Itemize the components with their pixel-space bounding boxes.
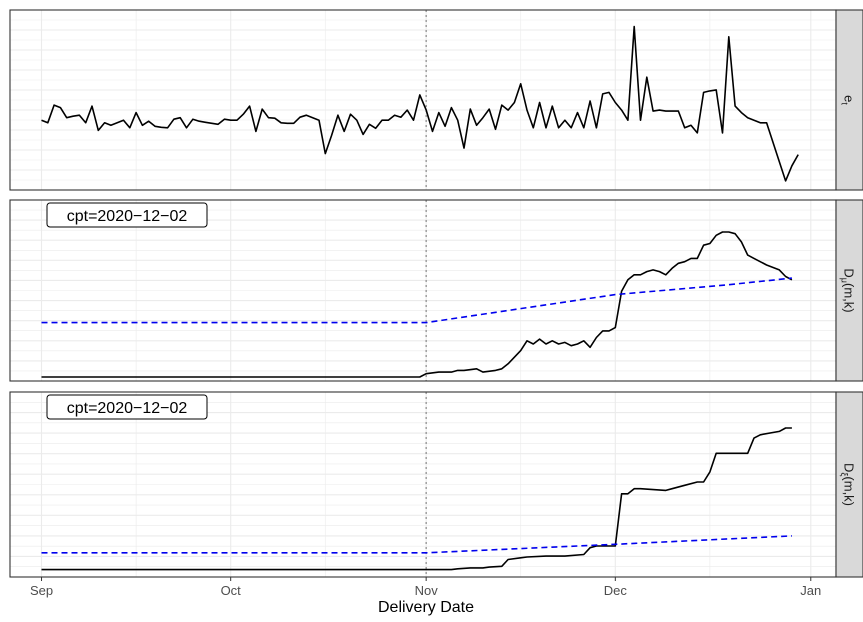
panels-layer: et cpt=2020−12−02 Dμ(m,k) cpt=2020−12−02 Dξ(… bbox=[9, 9, 863, 578]
annotation-box bbox=[46, 394, 208, 420]
series-line-solid bbox=[41, 25, 799, 182]
strip-label: Dξ(m,k) bbox=[840, 463, 857, 506]
strip-background bbox=[835, 9, 863, 191]
x-axis: Sep Oct Nov Dec Jan bbox=[30, 577, 821, 598]
panel-1: et bbox=[9, 9, 863, 191]
annotation-text: cpt=2020−12−02 bbox=[67, 208, 188, 225]
cpt-annotation: cpt=2020−12−02 bbox=[46, 394, 208, 420]
panel-2: cpt=2020−12−02 Dμ(m,k) bbox=[9, 199, 863, 382]
facet-strip: Dμ(m,k) bbox=[835, 199, 863, 382]
x-tick-label: Sep bbox=[30, 583, 53, 598]
facet-strip: et bbox=[835, 9, 863, 191]
series-line-dashed bbox=[41, 277, 792, 324]
strip-background bbox=[835, 391, 863, 578]
series-line-dashed bbox=[41, 535, 792, 554]
x-tick-label: Oct bbox=[221, 583, 242, 598]
strip-label: et bbox=[840, 95, 857, 105]
panel-3: cpt=2020−12−02 Dξ(m,k) bbox=[9, 391, 863, 578]
x-tick-label: Dec bbox=[604, 583, 628, 598]
x-tick-label: Jan bbox=[800, 583, 821, 598]
annotation-box bbox=[46, 202, 208, 228]
strip-background bbox=[835, 199, 863, 382]
annotation-text: cpt=2020−12−02 bbox=[67, 400, 188, 417]
x-tick-label: Nov bbox=[415, 583, 439, 598]
series-line-solid bbox=[41, 427, 792, 571]
x-axis-label: Delivery Date bbox=[378, 599, 474, 616]
facet-strip: Dξ(m,k) bbox=[835, 391, 863, 578]
series-line-solid bbox=[41, 231, 793, 378]
strip-label: Dμ(m,k) bbox=[840, 268, 857, 312]
cpt-annotation: cpt=2020−12−02 bbox=[46, 202, 208, 228]
